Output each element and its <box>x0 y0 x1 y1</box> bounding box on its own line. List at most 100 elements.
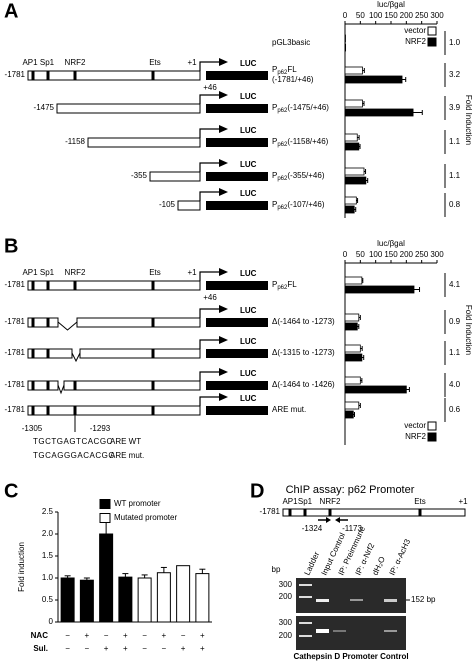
bar <box>344 376 361 385</box>
element <box>31 71 35 80</box>
legend-label: WT promoter <box>114 499 161 508</box>
tss-arrow <box>199 128 219 138</box>
x-axis-label: luc/βgal <box>377 239 405 248</box>
category-label: Pp62FL <box>272 280 297 290</box>
condition-value: − <box>65 631 70 640</box>
label-part: p62 <box>277 142 288 148</box>
start-label: -355 <box>131 171 148 180</box>
gel <box>296 578 406 613</box>
y-tick-label: 0 <box>49 617 54 626</box>
condition-value: + <box>123 644 128 653</box>
gel-caption: Cathepsin D Promoter Control <box>293 652 408 661</box>
marker-label: 200 <box>279 631 293 640</box>
promoter <box>79 348 201 359</box>
reporter <box>206 281 268 290</box>
fold-value: 0.6 <box>449 405 461 414</box>
fold-value: 1.0 <box>449 38 461 47</box>
promoter <box>76 317 201 328</box>
element <box>31 318 35 327</box>
element-label: AP1 <box>282 497 298 506</box>
start-label: -1475 <box>34 103 55 112</box>
element <box>46 349 50 358</box>
fold-value: 0.9 <box>449 317 461 326</box>
label-part: P <box>272 200 277 209</box>
condition-value: − <box>85 644 90 653</box>
element-label: Ets <box>149 58 161 67</box>
condition-value: − <box>65 644 70 653</box>
primer-head <box>335 517 340 523</box>
element <box>151 281 155 290</box>
label-part: p62 <box>277 70 288 76</box>
fold-value: 1.1 <box>449 171 461 180</box>
bar <box>344 99 363 108</box>
category-label: ARE mut. <box>272 405 306 414</box>
start-label: -1781 <box>260 507 281 516</box>
condition-value: − <box>162 644 167 653</box>
are-position: -1305 <box>22 424 43 433</box>
reporter <box>206 71 268 80</box>
condition-value: − <box>142 644 147 653</box>
y-axis-label: Fold induction <box>17 542 26 592</box>
label-part: (-107/+46) <box>287 200 324 209</box>
y-tick-label: 2.0 <box>42 529 54 538</box>
element <box>46 281 50 290</box>
legend-swatch <box>427 432 437 442</box>
band <box>384 630 397 632</box>
category-label: Pp62(-1475/+46) <box>272 103 329 113</box>
bar <box>344 285 415 294</box>
element-label: NRF2 <box>65 268 86 277</box>
legend-swatch <box>99 513 111 523</box>
element <box>31 406 35 415</box>
promoter <box>149 171 201 182</box>
fold-value: 1.1 <box>449 137 461 146</box>
tss-arrow <box>199 191 219 201</box>
x-tick-label: 50 <box>356 250 365 259</box>
element <box>328 509 332 516</box>
condition-value: − <box>181 631 186 640</box>
element <box>46 381 50 390</box>
tss-arrow <box>199 271 219 281</box>
element <box>73 71 77 80</box>
bar <box>344 108 414 117</box>
label-part: FL <box>287 280 297 289</box>
element <box>151 406 155 415</box>
element-label: Sp1 <box>298 497 313 506</box>
element <box>151 349 155 358</box>
tss-arrow <box>199 308 219 318</box>
tss-label: +1 <box>187 58 197 67</box>
condition-value: + <box>104 644 109 653</box>
x-tick-label: 100 <box>369 11 383 20</box>
sequence: TGCAGGGACACGC <box>33 451 115 460</box>
arrow-head <box>219 58 228 66</box>
condition-value: + <box>181 644 186 653</box>
reporter-label: LUC <box>240 160 257 169</box>
promoter <box>87 137 201 148</box>
fold-value: 4.0 <box>449 380 461 389</box>
label-part: FL <box>287 65 297 74</box>
reporter <box>206 381 268 390</box>
reporter-label: LUC <box>240 337 257 346</box>
element <box>151 71 155 80</box>
element <box>303 509 307 516</box>
bar <box>344 66 363 75</box>
legend-label: vector <box>404 421 426 430</box>
label-part: p62 <box>277 108 288 114</box>
element <box>46 71 50 80</box>
promoter <box>27 70 201 81</box>
bar <box>344 410 354 419</box>
arrow-head <box>219 305 228 313</box>
bar <box>344 176 367 185</box>
y-tick-label: 0.5 <box>42 595 54 604</box>
primer-head <box>326 517 331 523</box>
arrow-head <box>219 336 228 344</box>
start-label: -1781 <box>5 348 26 357</box>
arrow-head <box>219 91 228 99</box>
tss-arrow <box>199 339 219 349</box>
reporter-label: LUC <box>240 269 257 278</box>
bar <box>344 196 357 205</box>
panel-letter: B <box>4 235 18 257</box>
legend-label: vector <box>404 26 426 35</box>
x-tick-label: 300 <box>430 11 444 20</box>
fold-value: 3.2 <box>449 70 461 79</box>
